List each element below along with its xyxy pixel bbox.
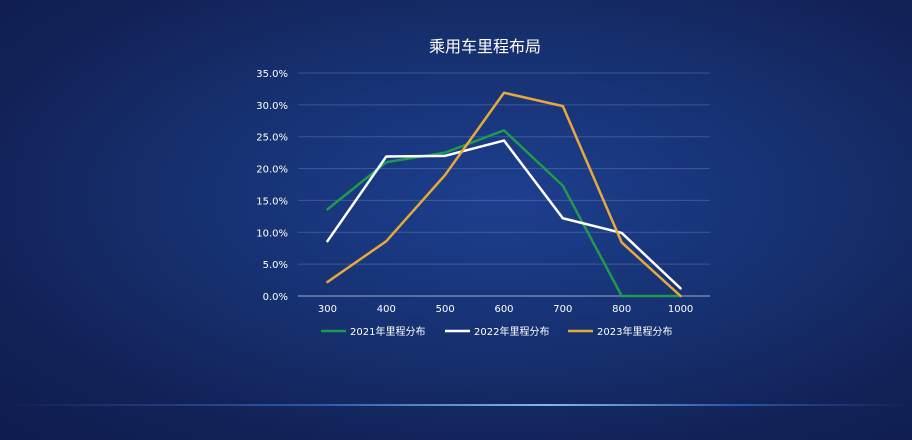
axes: 35.0% 30.0% 25.0% 20.0% 15.0% 10.0% 5.0% 0.0% 30…	[256, 69, 710, 315]
x-tick-label: 1000	[668, 304, 693, 315]
series-line-1	[326, 129, 682, 298]
x-tick-label: 700	[553, 304, 572, 315]
legend-label: 2022年里程分布	[474, 325, 549, 338]
y-tick-label: 15.0%	[256, 196, 288, 207]
gridlines	[298, 72, 710, 265]
y-tick-label: 35.0%	[256, 69, 288, 80]
legend-label: 2021年里程分布	[350, 325, 425, 338]
y-tick-label: 30.0%	[256, 101, 288, 112]
legend-label: 2023年里程分布	[597, 325, 672, 338]
decorative-glow-line	[0, 404, 912, 406]
series-line-3	[326, 91, 682, 298]
y-tick-label: 25.0%	[256, 133, 288, 144]
chart-title: 乘用车里程布局	[429, 37, 541, 56]
series-lines	[326, 91, 682, 298]
y-tick-label: 20.0%	[256, 165, 288, 176]
x-tick-label: 300	[318, 304, 337, 315]
x-tick-label: 400	[377, 304, 396, 315]
y-tick-label: 5.0%	[263, 260, 288, 271]
x-tick-label: 600	[494, 304, 513, 315]
y-tick-label: 10.0%	[256, 228, 288, 239]
y-tick-label: 0.0%	[263, 292, 288, 303]
x-tick-label: 500	[436, 304, 455, 315]
series-line-2	[326, 139, 682, 290]
x-tick-label: 800	[612, 304, 631, 315]
legend: 2021年里程分布 2022年里程分布 2023年里程分布	[321, 325, 672, 338]
